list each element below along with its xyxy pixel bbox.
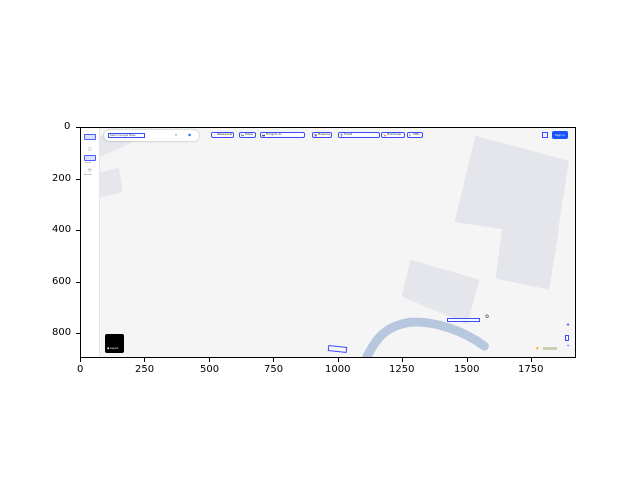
x-tick-label: 1500 bbox=[454, 364, 480, 375]
chip-label: Pharmacies bbox=[387, 133, 402, 136]
layers-button[interactable]: ◆ Layers bbox=[105, 334, 124, 353]
map-canvas[interactable] bbox=[81, 128, 575, 357]
chip-label: Museums bbox=[318, 133, 330, 136]
chip-atms[interactable]: $ ATMs bbox=[407, 132, 423, 138]
y-tick-mark bbox=[76, 179, 80, 180]
menu-button[interactable] bbox=[84, 134, 96, 140]
x-tick-mark bbox=[144, 358, 145, 362]
chip-label: Hotels bbox=[245, 133, 253, 136]
map-building bbox=[495, 222, 560, 290]
pegman-icon[interactable]: · bbox=[567, 328, 569, 333]
pharmacy-icon: 💊 bbox=[383, 134, 387, 137]
x-tick-mark bbox=[467, 358, 468, 362]
place-marker-icon[interactable]: ✿ bbox=[485, 314, 490, 320]
train-icon: 🚆 bbox=[340, 134, 344, 137]
place-label[interactable] bbox=[447, 318, 480, 322]
bookmark-icon: ▢ bbox=[88, 146, 92, 151]
map-building bbox=[454, 135, 570, 238]
y-tick-label: 800 bbox=[52, 327, 72, 338]
x-tick-mark bbox=[531, 358, 532, 362]
search-box: Search Google Maps ⌕ ◆ bbox=[104, 130, 199, 141]
map-park-area bbox=[98, 167, 123, 198]
y-tick-mark bbox=[76, 230, 80, 231]
layers-label: Layers bbox=[110, 347, 119, 350]
x-tick-label: 1250 bbox=[389, 364, 415, 375]
x-tick-label: 0 bbox=[77, 364, 84, 375]
street-view-icon[interactable]: ● bbox=[536, 346, 539, 350]
history-icon: ◷ bbox=[88, 167, 92, 172]
x-tick-mark bbox=[402, 358, 403, 362]
map-screenshot: ▢ Saved ◷ Recents Search Google Maps ⌕ ◆… bbox=[80, 127, 576, 358]
search-input[interactable]: Search Google Maps bbox=[108, 133, 145, 138]
zoom-in-button[interactable] bbox=[565, 335, 569, 341]
chip-label: Transit bbox=[344, 133, 353, 136]
camera-icon: 📷 bbox=[262, 134, 266, 137]
recents-label: Recents bbox=[84, 174, 92, 176]
chip-label: Restaurants bbox=[217, 133, 232, 136]
chip-transit[interactable]: 🚆 Transit bbox=[338, 132, 380, 138]
layers-icon: ◆ bbox=[107, 346, 110, 350]
x-tick-mark bbox=[80, 358, 81, 362]
directions-icon[interactable]: ◆ bbox=[188, 132, 192, 137]
y-tick-label: 0 bbox=[64, 121, 71, 132]
x-tick-mark bbox=[273, 358, 274, 362]
restaurant-icon: 🍴 bbox=[213, 134, 217, 137]
chip-things-to-do[interactable]: 📷 Things to do bbox=[260, 132, 305, 138]
apps-icon[interactable] bbox=[542, 132, 548, 138]
sign-in-button[interactable]: Sign in bbox=[552, 131, 568, 139]
y-tick-mark bbox=[76, 333, 80, 334]
x-tick-mark bbox=[338, 358, 339, 362]
saved-label: Saved bbox=[85, 162, 92, 164]
x-tick-label: 1750 bbox=[518, 364, 544, 375]
compass-icon[interactable]: ✥ bbox=[566, 322, 570, 327]
saved-button[interactable] bbox=[84, 155, 96, 161]
hotel-icon: 🛏 bbox=[241, 134, 245, 137]
x-tick-mark bbox=[209, 358, 210, 362]
x-tick-label: 750 bbox=[264, 364, 284, 375]
x-tick-label: 250 bbox=[135, 364, 155, 375]
imagery-thumbnails[interactable] bbox=[543, 347, 557, 350]
y-tick-mark bbox=[76, 282, 80, 283]
chip-pharmacies[interactable]: 💊 Pharmacies bbox=[381, 132, 405, 138]
y-tick-label: 600 bbox=[52, 276, 72, 287]
chip-label: Things to do bbox=[266, 133, 282, 136]
sidebar: ▢ Saved ◷ Recents bbox=[81, 128, 100, 357]
chip-label: ATMs bbox=[413, 133, 420, 136]
chip-hotels[interactable]: 🛏 Hotels bbox=[239, 132, 256, 138]
y-tick-label: 400 bbox=[52, 224, 72, 235]
zoom-out-icon[interactable]: + bbox=[566, 343, 570, 348]
y-tick-mark bbox=[76, 127, 80, 128]
map-river bbox=[362, 317, 489, 357]
x-tick-label: 500 bbox=[200, 364, 220, 375]
chip-museums[interactable]: 🏛 Museums bbox=[312, 132, 332, 138]
search-icon[interactable]: ⌕ bbox=[175, 132, 178, 137]
map-building bbox=[401, 259, 480, 325]
museum-icon: 🏛 bbox=[314, 134, 318, 137]
atm-icon: $ bbox=[409, 134, 411, 137]
y-tick-label: 200 bbox=[52, 173, 72, 184]
chip-restaurants[interactable]: 🍴 Restaurants bbox=[211, 132, 234, 138]
x-tick-label: 1000 bbox=[325, 364, 351, 375]
